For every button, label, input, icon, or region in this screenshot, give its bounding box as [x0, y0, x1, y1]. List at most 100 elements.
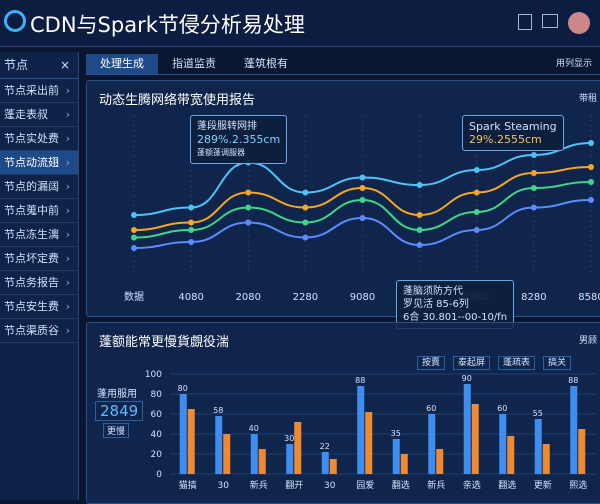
bar — [570, 386, 578, 474]
panel-action[interactable]: 带租 — [579, 94, 598, 104]
x-tick-label: 数据 — [124, 290, 144, 303]
x-tick-label: 园爱 — [356, 480, 374, 491]
sidebar-item[interactable]: 节点实处费 — [0, 127, 78, 151]
data-label: 60 — [426, 404, 436, 413]
bar — [329, 459, 337, 474]
sidebar-item[interactable]: 节点坏定费 — [0, 247, 78, 271]
data-point — [416, 212, 423, 218]
sidebar-item[interactable]: 节点务报告 — [0, 271, 78, 295]
data-point — [416, 227, 423, 233]
data-label: 22 — [320, 442, 330, 451]
header: CDN与Spark节侵分析易处理 — [0, 0, 600, 47]
sidebar-item[interactable]: 节点动流翅 — [0, 151, 78, 175]
sidebar-item[interactable]: 节点渠质谷 — [0, 319, 78, 343]
data-label: 88 — [568, 376, 578, 385]
data-point — [131, 245, 137, 251]
icon-button[interactable] — [542, 14, 558, 28]
sidebar-item[interactable]: 节点蒐中前 — [0, 199, 78, 223]
data-point — [416, 242, 423, 248]
data-label: 55 — [533, 409, 543, 418]
y-tick-label: 80 — [151, 390, 163, 400]
data-label: 58 — [213, 406, 223, 415]
x-tick-label: 2080 — [236, 292, 261, 303]
stat-button[interactable]: 更慢 — [103, 423, 130, 438]
data-point — [245, 189, 252, 196]
x-tick-label: 更新 — [534, 479, 552, 491]
legend-item[interactable]: 按賣 — [417, 356, 446, 370]
sidebar-item[interactable]: 节点采出前 — [0, 79, 78, 103]
data-point — [473, 227, 480, 233]
y-tick-label: 20 — [151, 450, 163, 460]
bar — [357, 386, 365, 474]
data-point — [131, 227, 137, 233]
panel-title: 蓬额能常更慢貨覷役湍 — [99, 335, 230, 350]
bar — [250, 434, 258, 474]
bar-chart: 0 20 40 60 80 100 猫搞 80 30 58 新兵 40 翻开 30 30 22 园爱 88 翻选 35… — [145, 370, 596, 491]
avatar[interactable] — [568, 12, 590, 34]
x-tick-label: 30 — [218, 481, 230, 491]
bar — [428, 414, 436, 474]
data-point — [188, 204, 195, 211]
data-label: 88 — [355, 376, 365, 385]
tooltip-value: 29%.2555cm — [469, 133, 542, 146]
icon-button[interactable] — [518, 14, 532, 30]
bar — [321, 452, 329, 474]
tab[interactable]: 蓬筑根有 — [244, 57, 288, 70]
tab-right[interactable]: 用列显示 — [555, 59, 592, 69]
stat-label: 蓬用服用 — [97, 389, 137, 400]
legend-item[interactable]: 搞关 — [543, 356, 572, 370]
legend-item[interactable]: 蓬疏表 — [498, 356, 536, 370]
data-point — [188, 239, 195, 245]
x-tick-label: 新兵 — [427, 479, 445, 491]
sidebar-item[interactable]: 蓬走表叔 — [0, 103, 78, 127]
data-point — [359, 185, 366, 191]
bar — [400, 454, 408, 474]
sidebar-item[interactable]: 节点的漏阔 — [0, 175, 78, 199]
close-button[interactable]: × — [59, 58, 70, 72]
sidebar-title: 节点 × — [0, 52, 78, 79]
data-point — [530, 204, 537, 211]
bar — [499, 414, 507, 474]
bar — [471, 404, 479, 474]
x-tick-label: 猫搞 — [179, 479, 197, 491]
bar — [507, 436, 515, 474]
data-point — [302, 204, 309, 211]
data-label: 35 — [391, 429, 401, 438]
data-point — [530, 152, 537, 158]
sidebar-item[interactable]: 节点冻生漓 — [0, 223, 78, 247]
bar — [542, 444, 550, 474]
sidebar-item[interactable]: 节点安生费 — [0, 295, 78, 319]
data-point — [188, 219, 195, 226]
bar — [179, 394, 187, 474]
x-tick-label: 9080 — [350, 292, 375, 303]
x-tick-label: 4080 — [178, 292, 203, 303]
tooltip: 蓬段服转网排 289%.2.355cm 蓬额蓬调服器 — [190, 115, 288, 164]
data-point — [188, 227, 195, 233]
tab[interactable]: 处理生成 — [86, 54, 158, 74]
bar — [392, 439, 400, 474]
bar — [463, 384, 471, 474]
panel-title: 动态生腾网络带宽使用报告 — [99, 93, 256, 108]
data-point — [530, 185, 537, 191]
tooltip-text: Spark Steaming — [469, 120, 557, 133]
panel-action[interactable]: 男顾 — [579, 336, 598, 346]
data-point — [473, 189, 480, 196]
tab[interactable]: 指道监责 — [172, 57, 216, 70]
data-label: 60 — [497, 404, 507, 413]
legend-item[interactable]: 泰起屏 — [453, 356, 491, 370]
logo-icon — [4, 10, 26, 32]
bar — [365, 412, 373, 474]
data-point — [473, 167, 480, 173]
data-point — [530, 170, 537, 176]
data-label: 30 — [284, 434, 294, 443]
data-label: 90 — [462, 374, 472, 383]
x-tick-label: 翻开 — [285, 480, 303, 491]
stat-value: 2849 — [95, 401, 144, 421]
bar — [286, 444, 294, 474]
data-point — [302, 234, 309, 241]
bar — [294, 422, 302, 474]
data-point — [359, 197, 366, 203]
x-tick-label: 翻选 — [498, 479, 516, 491]
tooltip-text: 蓬额蓬调服器 — [197, 148, 245, 157]
